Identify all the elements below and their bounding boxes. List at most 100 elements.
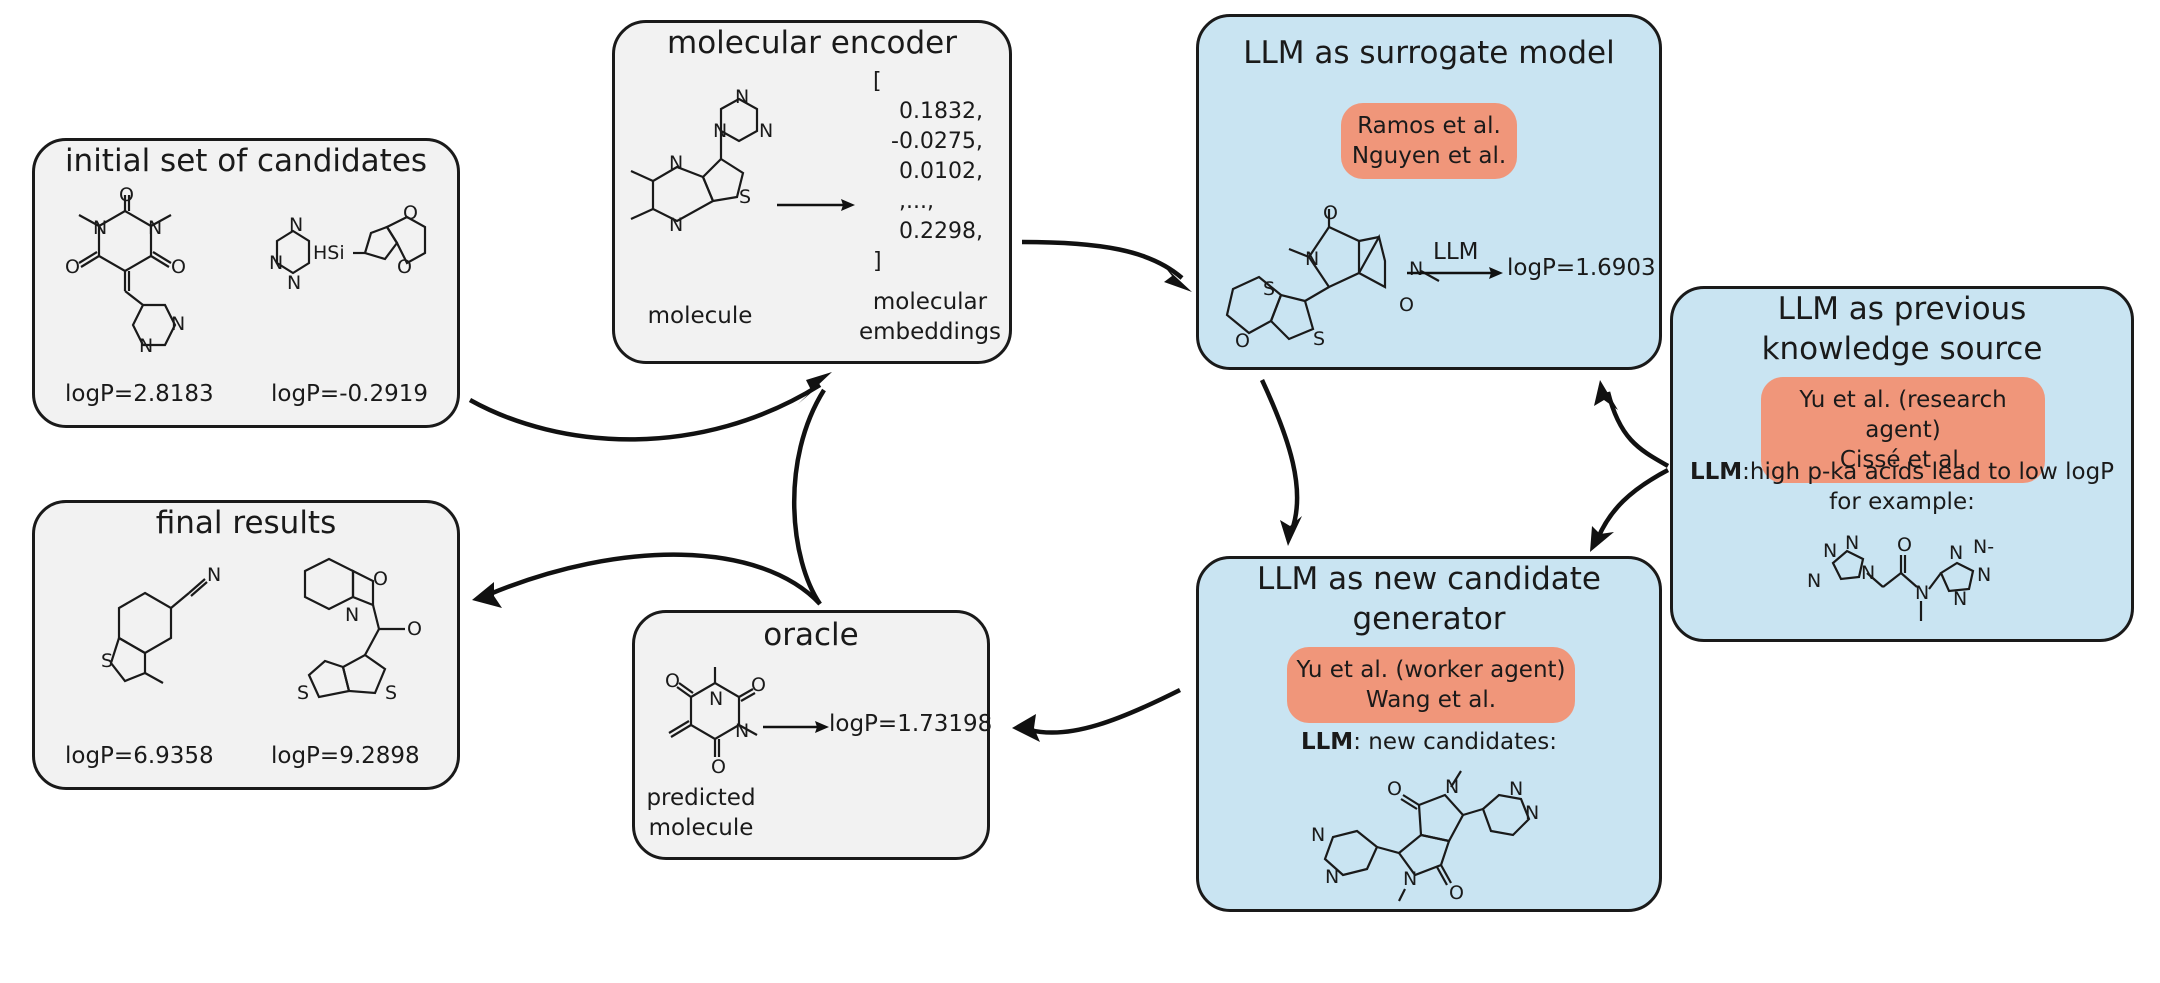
svg-text:O: O xyxy=(1387,778,1402,800)
vector-close-bracket: ] xyxy=(873,249,882,274)
encoder-molecule-label: molecule xyxy=(647,303,753,329)
encoder-molecule: N N N S N N xyxy=(630,86,773,236)
oracle-arrow xyxy=(763,721,829,733)
vector-open-bracket: [ xyxy=(873,69,882,94)
arrow-encoder-to-surrogate xyxy=(1021,239,1192,292)
svg-text:N: N xyxy=(669,152,683,174)
surrogate-model-title: LLM as surrogate model xyxy=(1243,35,1615,71)
surrogate-llm-label: LLM xyxy=(1433,239,1479,265)
svg-text:N: N xyxy=(1325,866,1339,888)
svg-text:O: O xyxy=(1235,330,1250,352)
surrogate-arrow xyxy=(1407,267,1503,279)
svg-text:N: N xyxy=(287,272,301,294)
svg-text:N: N xyxy=(1311,824,1325,846)
vector-value-2: -0.0275, xyxy=(891,129,983,154)
final-results-panel: final results N S O N O S S logP=6.9358 … xyxy=(32,500,460,790)
svg-text:O: O xyxy=(407,618,422,640)
surrogate-molecule-right: O N xyxy=(1399,258,1440,316)
svg-text:S: S xyxy=(739,186,751,208)
final-molecule-2: O N O S S xyxy=(297,557,422,704)
svg-text:N: N xyxy=(1807,570,1821,592)
generator-molecule: O N N N O N N N xyxy=(1311,770,1539,904)
svg-text:N: N xyxy=(289,214,303,236)
arrow-knowledge-to-generator xyxy=(1590,468,1670,552)
svg-text:N: N xyxy=(735,86,749,108)
svg-text:N: N xyxy=(1305,248,1319,270)
generator-refs-tag: Yu et al. (worker agent) Wang et al. xyxy=(1287,647,1575,723)
svg-text:N-: N- xyxy=(1973,536,1994,558)
generator-statement: LLM: new candidates: xyxy=(1300,729,1557,755)
arrow-surrogate-to-generator xyxy=(1259,379,1302,546)
svg-text:O: O xyxy=(1449,882,1464,904)
candidate-generator-title: LLM as new candidate generator xyxy=(1257,561,1601,637)
svg-text:N: N xyxy=(1509,778,1523,800)
final-results-title: final results xyxy=(155,505,337,541)
svg-text:O: O xyxy=(171,256,186,278)
final-1-logp: logP=6.9358 xyxy=(65,743,214,769)
svg-text:O: O xyxy=(403,202,418,224)
surrogate-result: logP=1.6903 xyxy=(1507,255,1656,281)
svg-text:O: O xyxy=(1399,294,1414,316)
svg-text:N: N xyxy=(669,214,683,236)
candidate-generator-panel: LLM as new candidate generator Yu et al.… xyxy=(1196,556,1662,912)
svg-text:N: N xyxy=(1409,258,1423,280)
knowledge-llm-prefix: LLM xyxy=(1689,459,1743,485)
vector-value-4: 0.2298, xyxy=(899,219,983,244)
knowledge-statement: LLM:high p-ka acids lead to low logP for… xyxy=(1689,459,2115,515)
oracle-molecule: N O N O O xyxy=(665,667,766,778)
arrow-oracle-to-encoder xyxy=(792,388,826,606)
initial-candidates-title: initial set of candidates xyxy=(64,143,428,179)
svg-text:N: N xyxy=(735,720,749,742)
svg-text:N: N xyxy=(139,335,153,357)
molecular-encoder-title: molecular encoder xyxy=(667,25,957,61)
vector-value-1: 0.1832, xyxy=(899,99,983,124)
embedding-vector: [ 0.1832, -0.0275, 0.0102, ,..., 0.2298,… xyxy=(873,67,983,277)
svg-text:N: N xyxy=(93,217,107,239)
candidate-molecule-2: N N N HSi O O xyxy=(269,202,427,294)
svg-text:N: N xyxy=(1403,868,1417,890)
svg-text:N: N xyxy=(1915,582,1929,604)
candidate-molecule-1: O N N O O N N xyxy=(65,184,186,357)
svg-text:N: N xyxy=(1823,540,1837,562)
final-2-logp: logP=9.2898 xyxy=(271,743,420,769)
svg-text:O: O xyxy=(65,256,80,278)
encoder-arrow xyxy=(777,199,855,211)
svg-text:N: N xyxy=(1845,532,1859,554)
svg-text:O: O xyxy=(751,674,766,696)
embeddings-label: molecular embeddings xyxy=(858,289,1002,345)
final-molecule-1: N S xyxy=(101,564,221,684)
arrow-generator-to-oracle xyxy=(1012,687,1182,742)
svg-text:N: N xyxy=(1949,542,1963,564)
oracle-result: logP=1.73198 xyxy=(829,711,993,737)
svg-text:S: S xyxy=(1313,328,1325,350)
svg-text:N: N xyxy=(709,688,723,710)
svg-text:N: N xyxy=(1977,564,1991,586)
svg-text:N: N xyxy=(1525,802,1539,824)
svg-text:N: N xyxy=(207,564,221,586)
knowledge-example-molecule: N N N N O N N N- N N xyxy=(1807,532,1994,621)
knowledge-source-title: LLM as previous knowledge source xyxy=(1761,291,2043,367)
vector-ellipsis: ,..., xyxy=(899,189,934,214)
svg-text:S: S xyxy=(385,682,397,704)
arrow-oracle-to-final xyxy=(472,552,822,608)
predicted-molecule-label: predicted molecule xyxy=(646,785,756,841)
svg-text:S: S xyxy=(101,650,113,672)
svg-text:O: O xyxy=(665,670,680,692)
svg-text:N: N xyxy=(148,217,162,239)
knowledge-refs-tag: Yu et al. (research agent) Cissé et al. xyxy=(1761,377,2045,483)
initial-candidates-panel: initial set of candidates O N N O O N N … xyxy=(32,138,460,428)
svg-text:O: O xyxy=(1323,202,1338,224)
vector-value-3: 0.0102, xyxy=(899,159,983,184)
generator-llm-prefix: LLM xyxy=(1300,729,1354,755)
oracle-title: oracle xyxy=(763,617,859,653)
svg-text:O: O xyxy=(119,184,134,206)
svg-text:N: N xyxy=(759,120,773,142)
svg-text:S: S xyxy=(297,682,309,704)
svg-text:N: N xyxy=(1953,588,1967,610)
molecular-encoder-panel: molecular encoder N N N S N N molecule [… xyxy=(612,20,1012,364)
svg-text:O: O xyxy=(397,256,412,278)
svg-text:O: O xyxy=(1897,534,1912,556)
arrow-knowledge-to-surrogate xyxy=(1594,380,1670,468)
candidate-1-logp: logP=2.8183 xyxy=(65,381,214,407)
